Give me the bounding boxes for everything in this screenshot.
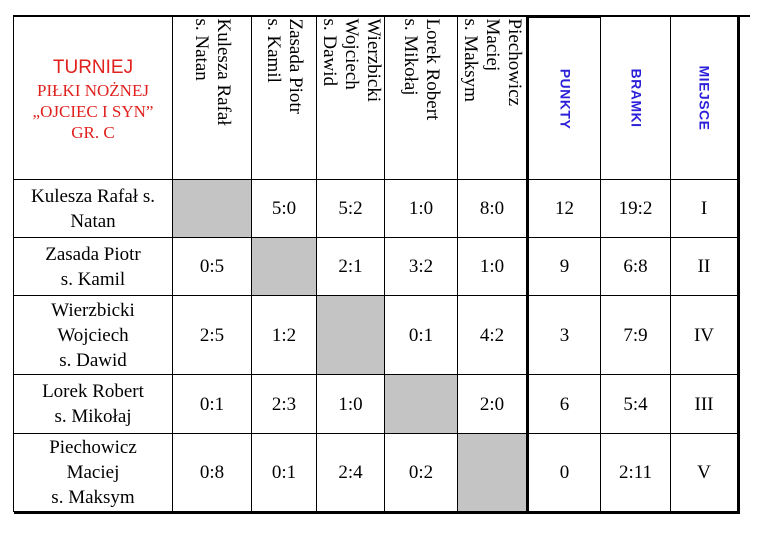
place-cell: V — [671, 434, 740, 514]
score-cell: 1:0 — [458, 238, 529, 296]
score-cell: 4:2 — [458, 296, 529, 375]
column-header-goals: BRAMKI — [601, 17, 671, 180]
place-cell: III — [671, 375, 740, 434]
column-header-kulesza: Kulesza Rafał s. Natan — [173, 17, 252, 180]
score-cell-diagonal — [173, 180, 252, 238]
tournament-title: TURNIEJ PIŁKI NOŻNEJ „OJCIEC I SYN” GR. … — [14, 17, 173, 180]
goals-cell: 6:8 — [601, 238, 671, 296]
column-header-zasada: Zasada Piotr s. Kamil — [252, 17, 317, 180]
row-name-wierzbicki: Wierzbicki Wojciech s. Dawid — [14, 296, 173, 375]
title-line-4: GR. C — [71, 122, 115, 142]
place-cell: I — [671, 180, 740, 238]
score-cell: 2:0 — [458, 375, 529, 434]
title-line-2: PIŁKI NOŻNEJ — [37, 80, 149, 100]
column-header-lorek: Lorek Robert s. Mikołaj — [385, 17, 458, 180]
score-cell-diagonal — [458, 434, 529, 514]
score-cell: 2:1 — [317, 238, 385, 296]
score-cell: 5:0 — [252, 180, 317, 238]
score-cell: 2:3 — [252, 375, 317, 434]
score-cell: 0:1 — [252, 434, 317, 514]
score-cell-diagonal — [385, 375, 458, 434]
row-name-zasada: Zasada Piotr s. Kamil — [14, 238, 173, 296]
score-cell: 0:8 — [173, 434, 252, 514]
goals-cell: 7:9 — [601, 296, 671, 375]
score-cell: 2:5 — [173, 296, 252, 375]
column-header-piechowicz: Piechowicz Maciej s. Maksym — [458, 17, 529, 180]
score-cell: 3:2 — [385, 238, 458, 296]
score-cell: 1:2 — [252, 296, 317, 375]
score-cell: 2:4 — [317, 434, 385, 514]
score-cell: 1:0 — [317, 375, 385, 434]
column-header-place: MIEJSCE — [671, 17, 740, 180]
row-name-piechowicz: Piechowicz Maciej s. Maksym — [14, 434, 173, 514]
goals-cell: 5:4 — [601, 375, 671, 434]
score-cell: 0:2 — [385, 434, 458, 514]
goals-cell: 19:2 — [601, 180, 671, 238]
score-cell: 8:0 — [458, 180, 529, 238]
score-cell: 1:0 — [385, 180, 458, 238]
points-cell: 9 — [529, 238, 601, 296]
row-name-lorek: Lorek Robert s. Mikołaj — [14, 375, 173, 434]
points-cell: 12 — [529, 180, 601, 238]
score-cell: 0:5 — [173, 238, 252, 296]
column-header-wierzbicki: Wierzbicki Wojciech s. Dawid — [317, 17, 385, 180]
score-cell: 5:2 — [317, 180, 385, 238]
points-cell: 3 — [529, 296, 601, 375]
score-cell: 0:1 — [385, 296, 458, 375]
score-cell-diagonal — [317, 296, 385, 375]
place-cell: IV — [671, 296, 740, 375]
title-line-3: „OJCIEC I SYN” — [32, 101, 154, 121]
title-line-1: TURNIEJ — [52, 56, 134, 78]
score-cell: 0:1 — [173, 375, 252, 434]
score-cell-diagonal — [252, 238, 317, 296]
points-cell: 0 — [529, 434, 601, 514]
goals-cell: 2:11 — [601, 434, 671, 514]
place-cell: II — [671, 238, 740, 296]
column-header-points: PUNKTY — [529, 17, 601, 180]
points-cell: 6 — [529, 375, 601, 434]
row-name-kulesza: Kulesza Rafał s. Natan — [14, 180, 173, 238]
tournament-table: TURNIEJ PIŁKI NOŻNEJ „OJCIEC I SYN” GR. … — [13, 15, 750, 514]
